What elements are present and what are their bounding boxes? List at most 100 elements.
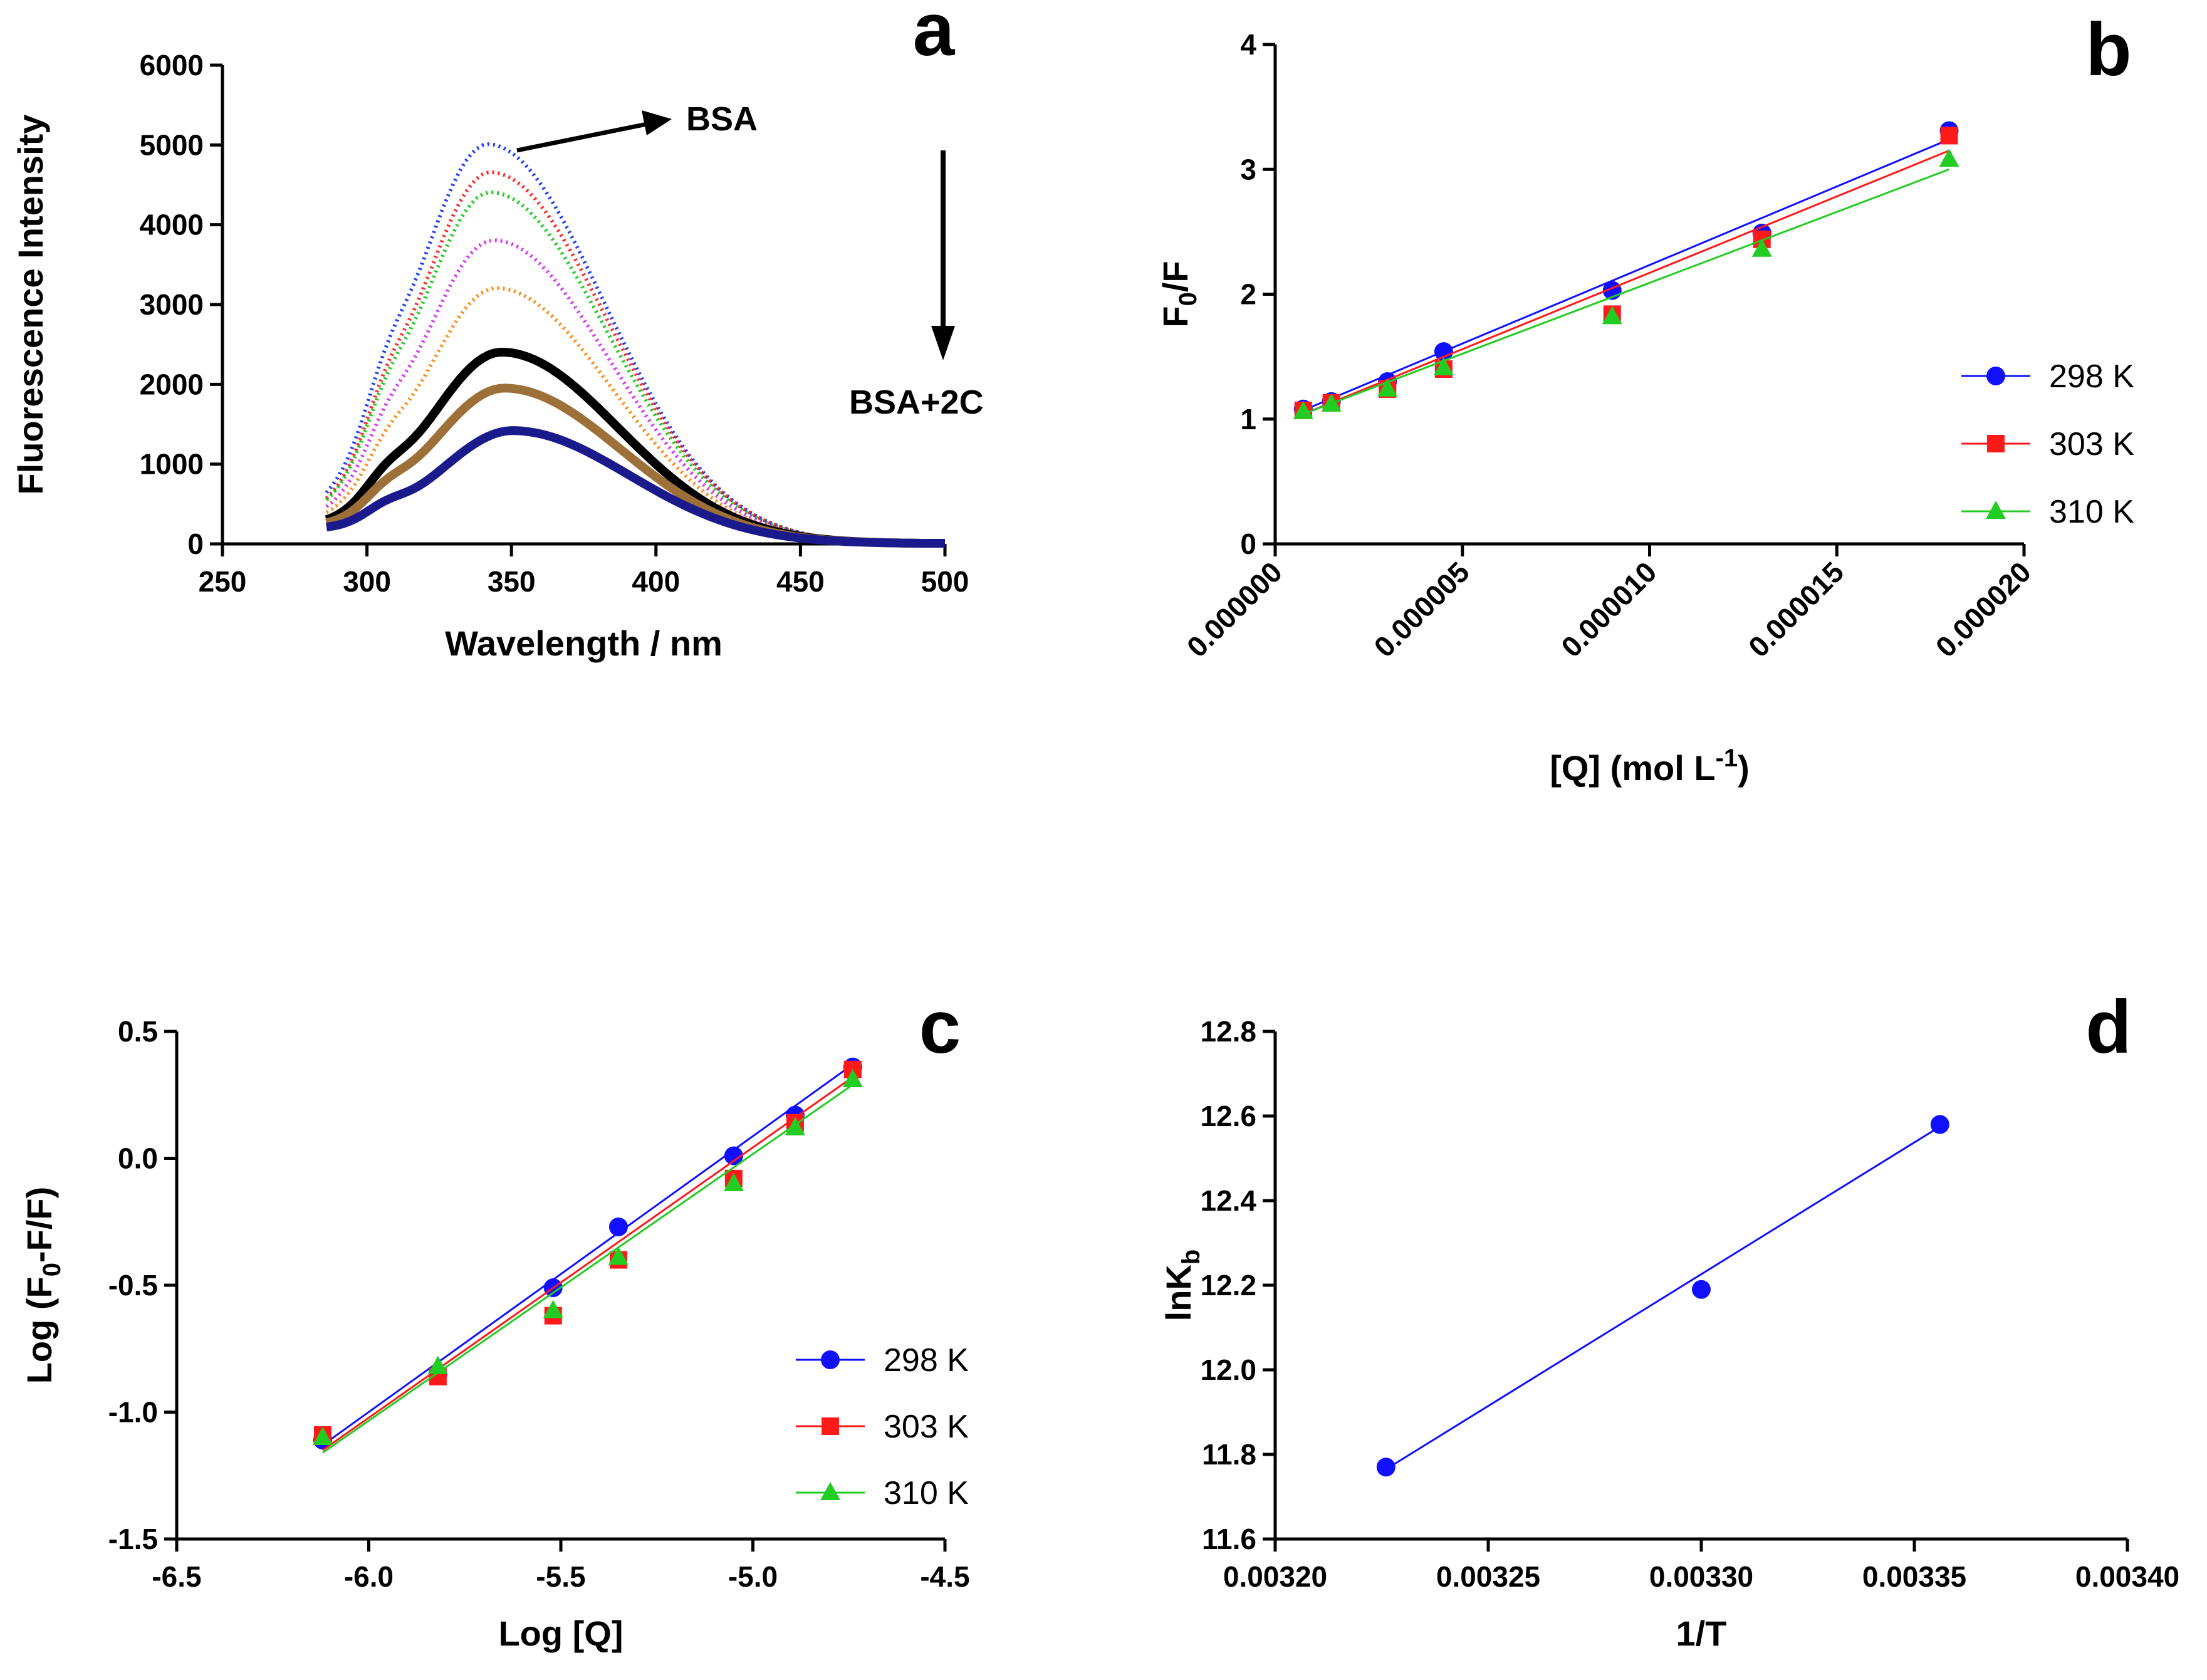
panel-label: d: [2085, 985, 2131, 1069]
x-tick-label: 500: [921, 565, 969, 598]
x-tick-label: 0.00340: [2075, 1560, 2179, 1593]
x-tick-label: 0.00320: [1223, 1560, 1327, 1593]
x-tick-label: 0.000020: [1929, 555, 2037, 663]
x-tick-label: 0.000005: [1367, 555, 1475, 663]
data-point: [1940, 127, 1958, 145]
x-tick-label: 300: [343, 565, 391, 598]
legend-label: 298 K: [2049, 358, 2134, 395]
x-tick-label: -4.5: [920, 1560, 969, 1593]
x-tick-label: -5.0: [728, 1560, 778, 1593]
legend-marker: [1986, 367, 2005, 385]
data-point: [1692, 1280, 1711, 1299]
spectrum-line: [325, 170, 945, 545]
series-310-k: [312, 1068, 863, 1454]
data-point: [1321, 393, 1342, 412]
y-tick-label: 5000: [140, 128, 204, 161]
y-tick-label: 12.2: [1200, 1269, 1256, 1302]
panel-c: -1.5 -1.0 -0.5 0.0 0.5 -6.5 -6.0 -5.5 -5.0 -4.5 Lo…: [19, 985, 970, 1653]
legend-marker: [822, 1417, 839, 1435]
data-point: [1434, 342, 1453, 362]
y-tick-label: 11.8: [1202, 1438, 1256, 1471]
legend-label: 298 K: [884, 1342, 969, 1379]
legend-label: 303 K: [884, 1409, 969, 1445]
data-point: [785, 1117, 805, 1135]
y-tick-label: 4000: [140, 209, 204, 241]
x-tick-label: 0.00325: [1436, 1560, 1540, 1593]
y-axis-label: Log (F0-F/F): [19, 1187, 66, 1384]
x-tick-label: 0.00330: [1649, 1560, 1753, 1593]
y-tick-label: 3: [1240, 153, 1256, 185]
panel-label: a: [913, 0, 956, 71]
fit-line: [322, 1076, 853, 1451]
y-tick-label: 1000: [140, 448, 204, 481]
data-point: [1433, 357, 1454, 376]
series-310-k: [1293, 149, 1959, 419]
y-tick-label: 11.6: [1202, 1523, 1256, 1555]
data-point: [1377, 378, 1398, 397]
data-point: [1602, 306, 1622, 325]
y-axis-label: lnKb: [1159, 1250, 1205, 1322]
data-point: [608, 1217, 628, 1236]
fit-line: [322, 1083, 853, 1454]
y-tick-label: 12.8: [1200, 1015, 1256, 1048]
legend-marker: [1986, 501, 2006, 519]
x-tick-label: 0.000010: [1555, 555, 1662, 663]
y-axis-label: Fluorescence Intensity: [11, 115, 50, 495]
series-298-k: [1293, 121, 1959, 419]
series-lnkb: [1376, 1115, 1949, 1477]
y-tick-label: -0.5: [108, 1269, 158, 1302]
x-axis-label: 1/T: [1676, 1614, 1727, 1653]
fit-line: [1385, 1125, 1941, 1470]
data-point: [427, 1355, 448, 1374]
panel-label: c: [919, 985, 961, 1069]
y-tick-label: 3000: [140, 288, 204, 321]
x-axis-label: Log [Q]: [498, 1614, 623, 1653]
data-point: [1930, 1115, 1949, 1134]
spectrum-line: [326, 426, 945, 548]
down-arrow-head: [931, 326, 955, 360]
panel-b: 0 1 2 3 4 0.000000 0.000005 0.000010 0.000015 0.0…: [1156, 8, 2134, 788]
x-tick-label: -5.5: [536, 1560, 585, 1593]
x-tick-label: 450: [776, 565, 825, 598]
x-tick-label: 0.000015: [1742, 555, 1850, 663]
x-tick-label: 400: [632, 565, 680, 598]
x-tick-label: -6.5: [152, 1560, 201, 1593]
data-point: [724, 1146, 743, 1166]
fit-line: [1303, 138, 1950, 412]
series-298-k: [313, 1057, 862, 1450]
legend-label: 303 K: [2049, 426, 2134, 462]
y-tick-label: 0: [1240, 528, 1256, 560]
data-point: [1376, 1458, 1396, 1477]
legend-entry: 303 K: [1961, 426, 2134, 462]
legend-entry: 303 K: [796, 1409, 969, 1445]
y-tick-label: 6000: [140, 49, 204, 81]
legend-marker: [820, 1482, 840, 1500]
legend-entry: 298 K: [1961, 358, 2134, 395]
y-tick-label: -1.0: [108, 1396, 158, 1429]
x-tick-label: 350: [488, 565, 536, 598]
annotation-bsa-2c: BSA+2C: [849, 383, 984, 421]
panel-d: 11.6 11.8 12.0 12.2 12.4 12.6 12.8 0.00320 0.003…: [1159, 985, 2179, 1653]
data-point: [1293, 400, 1313, 419]
y-tick-label: 0: [187, 528, 204, 560]
data-point: [312, 1427, 333, 1445]
fit-line: [322, 1063, 853, 1446]
data-point: [1751, 238, 1772, 257]
spectrum-line: [325, 190, 945, 545]
y-tick-label: 12.0: [1200, 1354, 1256, 1386]
y-tick-label: 0.0: [118, 1142, 158, 1175]
y-tick-label: 2000: [140, 368, 204, 400]
x-tick-label: 0.00335: [1862, 1560, 1966, 1593]
panel-label: b: [2085, 8, 2131, 91]
y-axis-label: F0/F: [1156, 261, 1202, 327]
legend-label: 310 K: [884, 1475, 969, 1511]
bsa-arrow-head: [642, 110, 672, 135]
x-axis-label: [Q] (mol L-1): [1550, 744, 1750, 788]
y-tick-label: 1: [1240, 403, 1256, 436]
y-tick-label: 0.5: [118, 1015, 158, 1048]
legend-marker: [1987, 435, 2005, 452]
x-tick-label: 250: [199, 565, 247, 598]
y-tick-label: 12.4: [1200, 1184, 1256, 1217]
data-point: [543, 1300, 563, 1318]
